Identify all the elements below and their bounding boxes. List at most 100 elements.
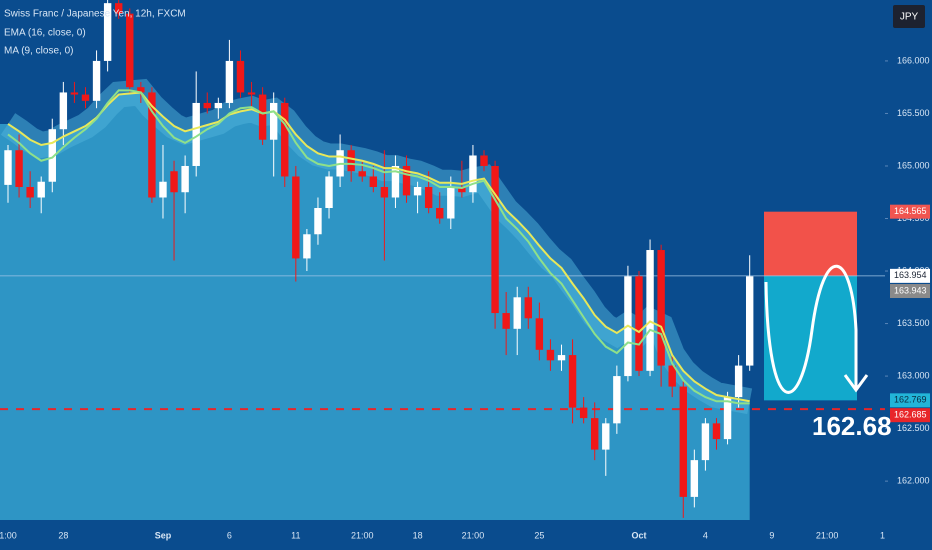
- candle-body: [247, 92, 256, 95]
- candle-body: [148, 92, 156, 198]
- price-tag-label: 163.954: [894, 270, 927, 280]
- price-tag: [890, 393, 930, 408]
- candle-body: [137, 87, 145, 93]
- candle-body: [679, 386, 687, 497]
- candle-body: [447, 186, 455, 219]
- candle-body: [613, 376, 621, 424]
- candle-body: [159, 181, 167, 198]
- y-tick-label: 166.000: [897, 55, 930, 65]
- candle-body: [491, 165, 499, 314]
- candle-body: [225, 60, 234, 103]
- x-tick-label: 21:00: [351, 530, 374, 540]
- candle-body: [292, 176, 300, 259]
- candle-body: [181, 165, 189, 193]
- x-tick-label: 1:00: [0, 530, 17, 540]
- y-tick-label: 165.500: [897, 108, 930, 118]
- candle-body: [4, 150, 12, 185]
- candle-body: [469, 155, 477, 193]
- candle-body: [92, 60, 101, 101]
- price-tag: [890, 284, 930, 299]
- candle-body: [81, 94, 90, 101]
- candle-body: [513, 297, 521, 329]
- candle-body: [602, 423, 610, 450]
- candle-body: [369, 176, 378, 187]
- x-tick-label: 4: [703, 530, 708, 540]
- price-tag: [890, 268, 930, 283]
- candle-body: [480, 155, 488, 166]
- candle-body: [170, 171, 178, 193]
- legend-entry: EMA (16, close, 0): [4, 28, 86, 39]
- currency-label[interactable]: JPY: [900, 12, 919, 23]
- candle-body: [26, 186, 34, 198]
- candle-body: [37, 181, 45, 198]
- price-tag-label: 164.565: [894, 206, 927, 216]
- candle-body: [269, 102, 278, 140]
- x-tick-label: 1: [880, 530, 885, 540]
- overlay: [764, 264, 869, 394]
- x-tick-label: 6: [227, 530, 232, 540]
- x-tick-label: Sep: [155, 530, 172, 540]
- x-tick-label: 18: [413, 530, 423, 540]
- price-tag-label: 163.943: [894, 285, 927, 295]
- candle-body: [347, 150, 355, 172]
- candle-body: [646, 250, 654, 371]
- candle-body: [126, 13, 134, 88]
- candle-body: [546, 349, 555, 361]
- currency-button[interactable]: [893, 5, 925, 28]
- legend-title: Swiss Franc / Japanese Yen, 12h, FXCM: [4, 9, 186, 20]
- x-tick-label: 11: [291, 530, 300, 540]
- candle-body: [413, 186, 422, 196]
- y-tick-label: 165.000: [897, 160, 930, 170]
- indicator-line: [7, 89, 750, 405]
- candle-body: [690, 460, 699, 497]
- candle-body: [48, 129, 56, 182]
- candle-body: [745, 276, 754, 366]
- y-tick-label: 163.500: [897, 318, 930, 328]
- candle-body: [214, 102, 223, 109]
- candle-body: [115, 3, 123, 14]
- y-tick-label: 162.000: [897, 476, 930, 486]
- candle-body: [458, 186, 466, 193]
- candle-body: [657, 250, 665, 366]
- candle-body: [281, 102, 289, 177]
- x-tick-label: 21:00: [462, 530, 485, 540]
- stop-zone: [764, 211, 857, 276]
- candle-body: [712, 423, 721, 440]
- candle-body: [502, 313, 510, 329]
- x-tick-label: 9: [769, 530, 774, 540]
- candle-body: [524, 297, 532, 319]
- y-tick-label: 163.000: [897, 370, 930, 380]
- forecast-arrow: [843, 374, 869, 393]
- candle-body: [236, 60, 245, 93]
- candle-body: [325, 176, 333, 208]
- candle-body: [568, 355, 577, 408]
- candle-body: [391, 165, 400, 198]
- candle-body: [358, 171, 366, 177]
- indicator-line: [7, 91, 750, 403]
- x-tick-label: 21:00: [816, 530, 839, 540]
- annotation: 162.68: [812, 411, 892, 441]
- y-tick-label: 162.500: [897, 423, 930, 433]
- candle-body: [380, 186, 389, 198]
- candle-body: [70, 92, 79, 95]
- candle-body: [436, 208, 444, 219]
- x-tick-label: 28: [58, 530, 68, 540]
- candle-body: [635, 276, 643, 371]
- candle-body: [668, 365, 676, 387]
- legend-entry: MA (9, close, 0): [4, 46, 73, 57]
- candle-body: [258, 94, 267, 140]
- candle-body: [557, 355, 566, 361]
- candle-body: [591, 418, 599, 450]
- price-tag: [890, 204, 930, 219]
- candle-body: [314, 208, 322, 235]
- plot: 162.000162.500163.000163.500164.000164.5…: [0, 0, 930, 540]
- candle-body: [579, 407, 588, 419]
- price-tag-label: 162.685: [894, 410, 927, 420]
- candle-body: [303, 234, 311, 259]
- x-tick-label: 25: [534, 530, 544, 540]
- price-tag-label: 162.769: [894, 395, 927, 405]
- forecast-curve: [764, 264, 858, 394]
- candle-body: [535, 318, 544, 350]
